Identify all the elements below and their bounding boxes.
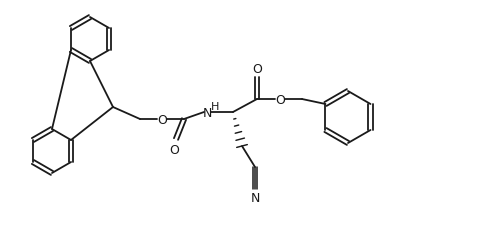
Text: H: H bbox=[211, 101, 219, 111]
Text: N: N bbox=[250, 192, 260, 205]
Text: O: O bbox=[275, 93, 285, 106]
Text: N: N bbox=[202, 106, 212, 119]
Text: O: O bbox=[169, 143, 179, 156]
Text: O: O bbox=[157, 113, 167, 126]
Text: O: O bbox=[252, 62, 262, 75]
